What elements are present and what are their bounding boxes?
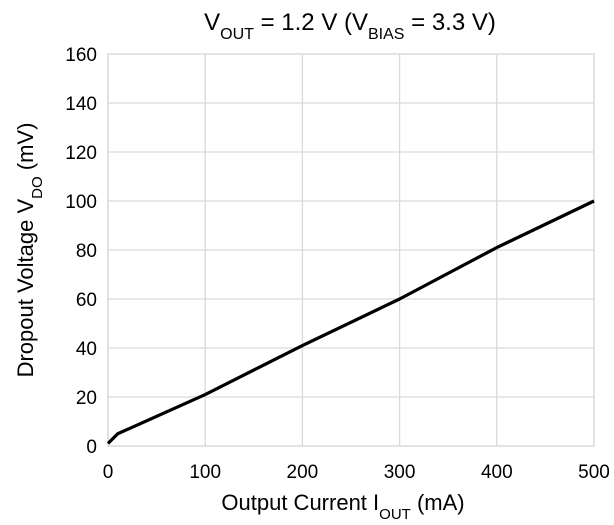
y-tick-label-1: 20: [76, 388, 97, 409]
series-group: [106, 199, 595, 445]
y-axis-title: Dropout Voltage VDO (mV): [13, 123, 46, 378]
y-tick-label-3: 60: [76, 290, 97, 311]
x-axis-title: Output Current IOUT (mA): [221, 490, 464, 523]
x-tick-label-2: 200: [287, 462, 319, 483]
y-tick-label-7: 140: [65, 94, 97, 115]
y-tick-label-6: 120: [65, 143, 97, 164]
chart-title: VOUT = 1.2 V (VBIAS = 3.3 V): [204, 9, 496, 43]
x-tick-labels: 0 100 200 300 400 500: [103, 462, 610, 483]
plot-area-border: [107, 53, 595, 447]
y-tick-label-2: 40: [76, 339, 97, 360]
x-tick-label-3: 300: [384, 462, 416, 483]
x-tick-label-5: 500: [578, 462, 610, 483]
x-tick-label-1: 100: [189, 462, 221, 483]
y-tick-label-8: 160: [65, 45, 97, 66]
y-tick-label-4: 80: [76, 241, 97, 262]
x-tick-label-0: 0: [103, 462, 114, 483]
series-line-0: [106, 199, 595, 445]
plot-frame: [107, 53, 595, 447]
grid-lines: [107, 53, 595, 447]
y-tick-label-0: 0: [86, 437, 97, 458]
y-tick-labels: 0 20 40 60 80 100 120 140 160: [65, 45, 97, 458]
y-tick-label-5: 100: [65, 192, 97, 213]
x-tick-label-4: 400: [481, 462, 513, 483]
